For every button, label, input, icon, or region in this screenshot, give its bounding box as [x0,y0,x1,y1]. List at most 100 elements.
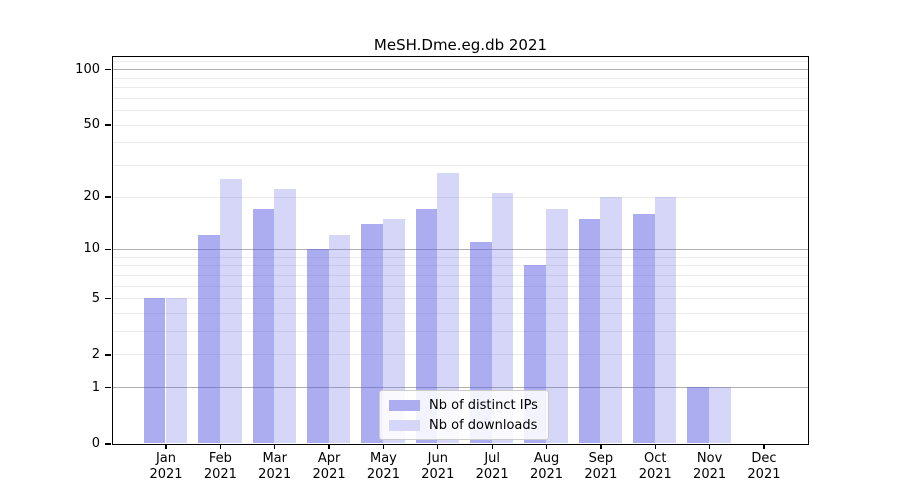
y-tick-mark [105,354,111,356]
x-tick-mark [491,444,493,449]
chart-title: MeSH.Dme.eg.db 2021 [373,36,548,54]
legend-label-distinct-ips: Nb of distinct IPs [429,397,538,413]
gridline-minor [112,87,808,89]
bar-nb-of-distinct-ips-jun [415,209,438,444]
legend-swatch-downloads [389,419,420,431]
legend-item-distinct-ips: Nb of distinct IPs [389,396,538,414]
y-tick-label: 5 [91,290,100,306]
gridline-minor [112,285,808,287]
x-tick-label-mar: Mar 2021 [243,451,307,483]
y-tick-label: 100 [75,61,100,77]
bar-nb-of-distinct-ips-mar [252,209,275,444]
bar-nb-of-downloads-aug [546,209,568,444]
gridline-minor [112,274,808,276]
bar-nb-of-distinct-ips-may [361,223,383,444]
x-tick-year: 2021 [258,467,292,482]
legend-label-downloads: Nb of downloads [429,417,538,433]
y-tick-label: 10 [83,241,100,257]
bar-nb-of-downloads-may [382,218,405,444]
gridline-minor [112,164,808,166]
x-tick-month: Dec [751,451,777,466]
y-tick-label: 50 [83,117,100,133]
bar-nb-of-downloads-mar [274,189,296,444]
y-tick-label: 0 [91,436,100,451]
gridline-minor [112,124,808,126]
gridline-minor [112,331,808,333]
x-tick-mark [437,444,439,449]
bar-nb-of-downloads-feb [219,179,242,444]
x-tick-month: Jan [155,451,177,466]
x-tick-mark [763,444,765,449]
legend-swatch-distinct-ips [389,399,420,411]
x-tick-year: 2021 [312,467,346,482]
x-tick-month: May [369,451,397,466]
x-tick-year: 2021 [366,467,400,482]
bar-nb-of-downloads-jan [165,298,188,444]
bar-nb-of-distinct-ips-sep [578,218,601,444]
x-tick-mark [708,444,711,449]
gridline-minor [112,97,808,99]
gridline-major [112,248,808,250]
x-tick-label-jul: Jul 2021 [460,451,524,483]
x-tick-label-feb: Feb 2021 [188,451,252,483]
bar-nb-of-distinct-ips-feb [198,235,220,444]
x-tick-label-oct: Oct 2021 [623,451,687,483]
bar-nb-of-downloads-apr [328,235,351,444]
gridline-minor [112,77,808,79]
x-tick-year: 2021 [584,467,618,482]
gridline-minor [112,256,808,258]
x-tick-month: Feb [208,451,232,466]
gridline-minor [112,61,808,63]
bar-nb-of-downloads-sep [600,196,623,444]
x-tick-mark [219,444,221,449]
x-tick-mark [274,444,276,449]
x-tick-mark [545,444,548,449]
gridline-major [112,387,808,389]
gridline-minor [112,312,808,314]
bar-nb-of-distinct-ips-oct [633,213,655,444]
x-tick-mark [328,444,330,449]
bar-nb-of-downloads-jul [491,192,514,444]
x-tick-mark [165,444,167,449]
gridline-minor [112,298,808,300]
x-tick-month: Sep [588,451,614,466]
plot-area [111,55,809,445]
bar-nb-of-downloads-jun [437,173,459,444]
y-tick-mark [105,443,111,445]
x-tick-label-aug: Aug 2021 [515,451,579,483]
x-tick-mark [382,444,385,449]
x-tick-year: 2021 [693,467,727,482]
x-tick-month: Nov [696,451,723,466]
y-tick-mark [105,196,111,198]
x-tick-label-sep: Sep 2021 [569,451,633,483]
x-tick-month: Apr [317,451,341,466]
y-tick-mark [105,248,111,251]
x-tick-year: 2021 [747,467,781,482]
bar-nb-of-distinct-ips-nov [687,387,710,444]
x-tick-year: 2021 [203,467,237,482]
x-tick-mark [654,444,656,449]
gridline-minor [112,142,808,144]
x-tick-mark [600,444,602,449]
x-tick-label-nov: Nov 2021 [678,451,742,483]
x-tick-month: Jun [427,451,448,466]
x-tick-month: Jul [484,451,500,466]
bar-nb-of-distinct-ips-jan [143,298,166,444]
y-tick-label: 2 [91,346,100,362]
y-tick-mark [105,298,111,300]
y-tick-label: 20 [83,189,100,205]
legend-item-downloads: Nb of downloads [389,416,538,434]
x-tick-year: 2021 [149,467,183,482]
x-tick-label-jun: Jun 2021 [406,451,470,483]
y-tick-mark [105,124,111,126]
y-tick-label: 1 [91,379,100,395]
y-tick-mark [105,387,111,389]
bar-nb-of-downloads-oct [654,196,677,444]
x-tick-month: Oct [643,451,667,466]
y-tick-mark [105,69,111,71]
gridline-minor [112,265,808,267]
x-tick-label-apr: Apr 2021 [297,451,361,483]
x-tick-label-may: May 2021 [351,451,415,483]
gridline-minor [112,110,808,112]
